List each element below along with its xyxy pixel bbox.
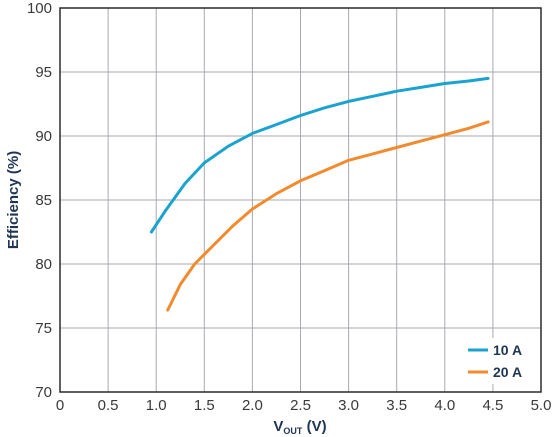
x-tick-label: 1.5 (194, 397, 215, 414)
y-tick-label: 90 (35, 128, 52, 145)
x-axis-title-subscript: OUT (283, 426, 303, 436)
x-tick-label: 2.5 (290, 397, 311, 414)
x-axis-title-unit: (V) (302, 418, 326, 435)
x-tick-label: 4.5 (482, 397, 503, 414)
x-axis-title: VOUT (V) (273, 418, 326, 436)
y-tick-label: 85 (35, 192, 52, 209)
x-tick-label: 0 (56, 397, 64, 414)
x-axis-title-main: V (273, 418, 283, 435)
x-tick-label: 4.0 (434, 397, 455, 414)
legend-background (460, 338, 540, 384)
y-tick-label: 70 (35, 384, 52, 401)
x-tick-label: 5.0 (531, 397, 552, 414)
x-tick-label: 3.0 (338, 397, 359, 414)
y-tick-labels: 70 75 80 85 90 95 100 (27, 0, 52, 401)
series-lines (149, 76, 490, 312)
x-tick-label: 0.5 (98, 397, 119, 414)
y-tick-label: 75 (35, 320, 52, 337)
y-tick-label: 100 (27, 0, 52, 17)
legend-label-10a: 10 A (493, 342, 522, 358)
plot-frame (59, 7, 542, 393)
legend-label-20a: 20 A (493, 364, 522, 380)
legend: 10 A 20 A (460, 338, 540, 384)
x-tick-label: 3.5 (386, 397, 407, 414)
y-axis-title: Efficiency (%) (5, 151, 22, 249)
series-line-10a (149, 76, 490, 234)
y-tick-label: 95 (35, 64, 52, 81)
x-tick-label: 1.0 (146, 397, 167, 414)
x-tick-labels: 0 0.5 1.0 1.5 2.0 2.5 3.0 3.5 4.0 4.5 5.0 (56, 397, 552, 414)
grid-lines (60, 8, 541, 392)
y-tick-label: 80 (35, 256, 52, 273)
x-tick-label: 2.0 (242, 397, 263, 414)
series-line-20a (166, 120, 490, 312)
